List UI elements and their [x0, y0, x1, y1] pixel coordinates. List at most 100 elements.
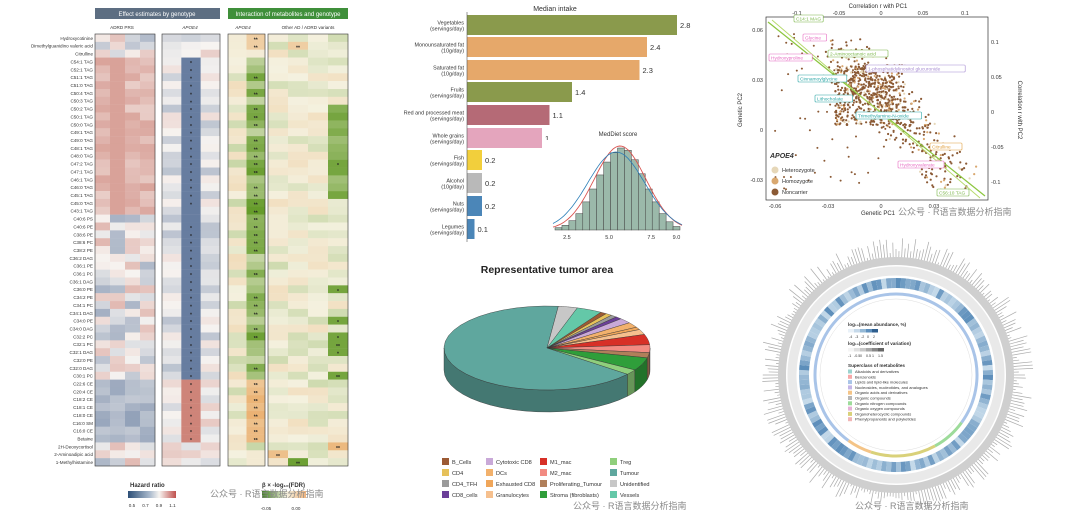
heatmap-cell [125, 175, 141, 184]
pca-point [941, 153, 945, 156]
heatmap-cell [162, 324, 182, 333]
pca-point [904, 138, 908, 141]
intake-bar [467, 15, 677, 35]
pca-point [885, 124, 888, 127]
heatmap-cell [125, 246, 141, 255]
pca-right-tick: 0.1 [991, 40, 999, 46]
pca-point [845, 67, 848, 70]
heatmap-cell [95, 403, 111, 412]
heatmap-cell [125, 136, 141, 145]
heatmap-cell [308, 49, 329, 58]
heatmap-cell [228, 73, 247, 82]
heatmap-cell [110, 285, 126, 294]
pca-point [830, 46, 833, 50]
pca-point [865, 73, 868, 76]
circos-heat-segment [843, 290, 853, 303]
heatmap-cell [246, 206, 266, 215]
pca-point [804, 117, 807, 120]
pca-point [890, 72, 894, 75]
heatmap-cell [328, 371, 349, 380]
heatmap-cell [95, 73, 111, 82]
pca-point [774, 129, 777, 132]
heatmap-cell [328, 261, 349, 270]
pca-point [885, 57, 888, 60]
pca-point [800, 67, 803, 70]
significance-mark: ** [254, 37, 258, 43]
pca-point [899, 98, 902, 101]
heatmap-cell [268, 340, 289, 349]
significance-mark: * [190, 367, 192, 373]
pca-variable-label: 1-phosphatidylinositol glucuronide [868, 67, 941, 73]
heatmap-cell [228, 222, 247, 231]
heatmap-cell [140, 159, 156, 168]
column-label-adrd-prs: ADRD PRS [110, 25, 134, 30]
heatmap-cell [110, 183, 126, 192]
pca-point [915, 127, 919, 130]
heatmap-cell [288, 120, 309, 129]
intake-category-label: Monounsaturated fat [415, 43, 465, 49]
pca-point [874, 79, 877, 82]
heatmap-cell [140, 324, 156, 333]
pca-point [845, 44, 848, 47]
heatmap-cell [181, 65, 201, 74]
heatmap-cell [268, 128, 289, 137]
heatmap-cell [200, 395, 221, 404]
circos-superclass-label: Alkaloids and derivatives [855, 369, 899, 374]
heatmap-cell [125, 128, 141, 137]
pca-point [906, 129, 909, 132]
significance-mark: * [190, 69, 192, 75]
heatmap-cell [228, 418, 247, 427]
pca-top-tick: -0.1 [792, 11, 801, 17]
heatmap-cell [288, 65, 309, 74]
pca-point [860, 67, 863, 70]
intake-bar [467, 150, 482, 170]
legend-hazard-ratio-tick: 1.1 [169, 503, 176, 508]
pca-variable-label: Hydroxyproline [771, 56, 803, 62]
pca-point [872, 119, 875, 123]
heatmap-cell [268, 49, 289, 58]
meddiet-x-tick: 7.5 [647, 235, 655, 241]
meddiet-bin [561, 225, 570, 231]
heatmap-cell [288, 159, 309, 168]
heatmap-cell [246, 332, 266, 341]
significance-mark: ** [336, 375, 340, 381]
heatmap-cell [110, 348, 126, 357]
heatmap-cell [288, 411, 309, 420]
heatmap-cell [200, 308, 221, 317]
pca-point [857, 82, 860, 85]
pca-point [860, 107, 863, 110]
significance-mark: * [190, 116, 192, 122]
pca-point [857, 63, 860, 66]
pca-point [783, 176, 785, 178]
heatmap-cell [110, 151, 126, 160]
heatmap-cell [95, 387, 111, 396]
pca-point [910, 146, 913, 149]
heatmap-cell [200, 363, 221, 372]
heatmap-row-label: C38:6 PE [73, 232, 93, 237]
pca-point [853, 99, 856, 102]
pca-point [849, 71, 853, 74]
pca-point [837, 104, 840, 107]
heatmap-cell [268, 120, 289, 129]
significance-mark: * [190, 85, 192, 91]
pca-point [899, 94, 902, 97]
legend-hazard-ratio-tick: 0.9 [156, 503, 163, 508]
heatmap-cell [95, 308, 111, 317]
pca-point [925, 170, 928, 173]
pca-point [856, 108, 859, 111]
circos-heat-segment [838, 293, 849, 305]
heatmap-cell [288, 167, 309, 176]
heatmap-cell [181, 426, 201, 435]
heatmap-block-frame [94, 33, 156, 467]
heatmap-cell [110, 198, 126, 207]
pca-label-box [793, 14, 824, 23]
heatmap-cell [200, 214, 221, 223]
heatmap-cell [200, 41, 221, 50]
circos-heat-segment [817, 426, 829, 437]
heatmap-cell [228, 206, 247, 215]
legend-hazard-ratio-tick: 0.7 [142, 503, 149, 508]
pca-point [863, 94, 866, 97]
significance-mark: ** [254, 92, 258, 98]
heatmap-cell [308, 191, 329, 200]
heatmap-cell [140, 167, 156, 176]
